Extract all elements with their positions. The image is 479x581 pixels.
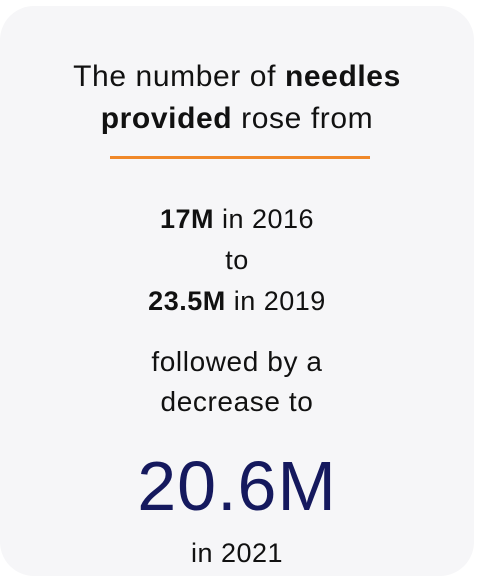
final-value: 20.6M [137, 447, 337, 525]
stat-card: The number of needles provided rose from… [0, 6, 474, 576]
peak-stat: 23.5M in 2019 [0, 281, 474, 322]
stat-lines: 17M in 2016 to 23.5M in 2019 [0, 199, 474, 322]
start-value: 17M [159, 204, 214, 234]
start-year: in 2016 [213, 204, 315, 234]
followed-line-2: decrease to [160, 386, 314, 417]
peak-year: in 2019 [225, 286, 326, 316]
headline-bold-provided: provided [100, 102, 233, 135]
connector-text: to [225, 245, 249, 275]
headline-text-2: rose from [232, 102, 374, 135]
headline-bold-needles: needles [284, 60, 401, 93]
followed-text: followed by a decrease to [0, 342, 474, 422]
headline-text-1: The number of [73, 60, 285, 93]
peak-value: 23.5M [148, 286, 226, 316]
headline-line-2: provided rose from [0, 98, 474, 140]
accent-divider [110, 156, 370, 159]
final-year: in 2021 [190, 538, 284, 568]
followed-line-1: followed by a [151, 346, 323, 377]
headline: The number of needles provided rose from [0, 56, 474, 140]
start-stat: 17M in 2016 [0, 199, 474, 240]
headline-line-1: The number of needles [0, 56, 474, 98]
